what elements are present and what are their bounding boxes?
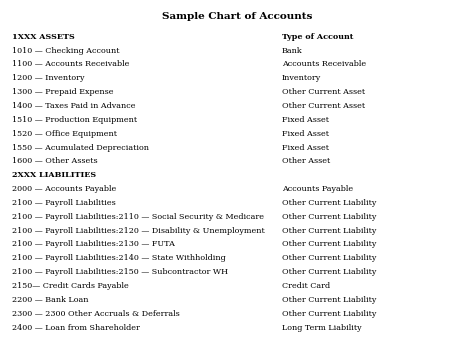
Text: 2200 — Bank Loan: 2200 — Bank Loan — [12, 296, 88, 304]
Text: 2300 — 2300 Other Accruals & Deferrals: 2300 — 2300 Other Accruals & Deferrals — [12, 310, 180, 318]
Text: Inventory: Inventory — [282, 74, 321, 82]
Text: 1520 — Office Equipment: 1520 — Office Equipment — [12, 130, 117, 138]
Text: Other Current Liability: Other Current Liability — [282, 268, 376, 276]
Text: 1400 — Taxes Paid in Advance: 1400 — Taxes Paid in Advance — [12, 102, 136, 110]
Text: 1600 — Other Assets: 1600 — Other Assets — [12, 157, 98, 165]
Text: Credit Card: Credit Card — [282, 282, 330, 290]
Text: Accounts Receivable: Accounts Receivable — [282, 60, 366, 68]
Text: Other Current Asset: Other Current Asset — [282, 88, 365, 96]
Text: 1100 — Accounts Receivable: 1100 — Accounts Receivable — [12, 60, 129, 68]
Text: 1200 — Inventory: 1200 — Inventory — [12, 74, 84, 82]
Text: Type of Account: Type of Account — [282, 33, 354, 41]
Text: Fixed Asset: Fixed Asset — [282, 116, 329, 124]
Text: 1550 — Acumulated Depreciation: 1550 — Acumulated Depreciation — [12, 144, 149, 151]
Text: Accounts Payable: Accounts Payable — [282, 185, 353, 193]
Text: Long Term Liability: Long Term Liability — [282, 324, 362, 332]
Text: Other Current Liability: Other Current Liability — [282, 199, 376, 207]
Text: 1510 — Production Equipment: 1510 — Production Equipment — [12, 116, 137, 124]
Text: Bank: Bank — [282, 47, 303, 55]
Text: 1300 — Prepaid Expense: 1300 — Prepaid Expense — [12, 88, 113, 96]
Text: 1XXX ASSETS: 1XXX ASSETS — [12, 33, 74, 41]
Text: 2100 — Payroll Liabilities:2150 — Subcontractor WH: 2100 — Payroll Liabilities:2150 — Subcon… — [12, 268, 228, 276]
Text: 1010 — Checking Account: 1010 — Checking Account — [12, 47, 119, 55]
Text: 2150— Credit Cards Payable: 2150— Credit Cards Payable — [12, 282, 128, 290]
Text: 2100 — Payroll Liabilities:2140 — State Withholding: 2100 — Payroll Liabilities:2140 — State … — [12, 254, 226, 262]
Text: Other Current Liability: Other Current Liability — [282, 227, 376, 235]
Text: Other Current Liability: Other Current Liability — [282, 296, 376, 304]
Text: Other Current Asset: Other Current Asset — [282, 102, 365, 110]
Text: Other Current Liability: Other Current Liability — [282, 240, 376, 248]
Text: Other Current Liability: Other Current Liability — [282, 310, 376, 318]
Text: 2XXX LIABILITIES: 2XXX LIABILITIES — [12, 171, 96, 179]
Text: Fixed Asset: Fixed Asset — [282, 130, 329, 138]
Text: Other Current Liability: Other Current Liability — [282, 213, 376, 221]
Text: Sample Chart of Accounts: Sample Chart of Accounts — [162, 12, 312, 21]
Text: Other Current Liability: Other Current Liability — [282, 254, 376, 262]
Text: 2100 — Payroll Liabilities:2130 — FUTA: 2100 — Payroll Liabilities:2130 — FUTA — [12, 240, 175, 248]
Text: 2100 — Payroll Liabilities: 2100 — Payroll Liabilities — [12, 199, 116, 207]
Text: Fixed Asset: Fixed Asset — [282, 144, 329, 151]
Text: Other Asset: Other Asset — [282, 157, 330, 165]
Text: 2100 — Payroll Liabilities:2120 — Disability & Unemployment: 2100 — Payroll Liabilities:2120 — Disabi… — [12, 227, 264, 235]
Text: 2400 — Loan from Shareholder: 2400 — Loan from Shareholder — [12, 324, 140, 332]
Text: 2100 — Payroll Liabilities:2110 — Social Security & Medicare: 2100 — Payroll Liabilities:2110 — Social… — [12, 213, 264, 221]
Text: 2000 — Accounts Payable: 2000 — Accounts Payable — [12, 185, 116, 193]
